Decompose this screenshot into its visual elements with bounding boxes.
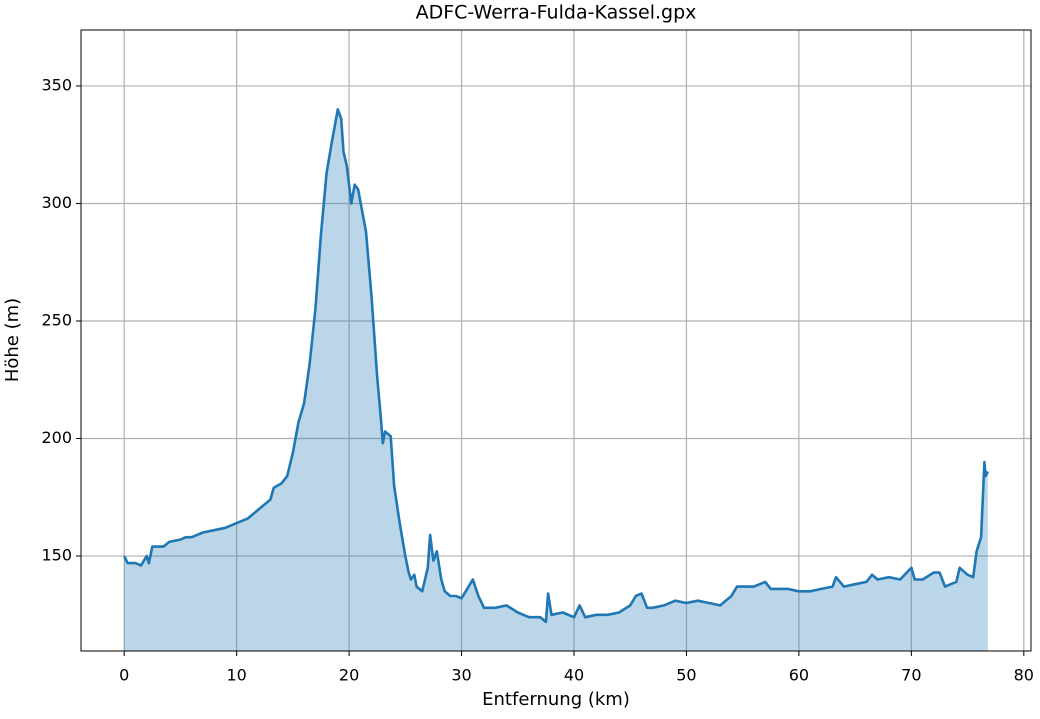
- plot-frame: [80, 29, 1032, 652]
- x-tick-label: 80: [1014, 666, 1034, 685]
- x-tick-label: 60: [789, 666, 809, 685]
- y-tick-label: 350: [41, 75, 72, 94]
- y-tick-label: 150: [41, 546, 72, 565]
- y-axis-label: Höhe (m): [2, 298, 23, 382]
- area-fill: [124, 109, 988, 651]
- x-tick-label: 50: [676, 666, 696, 685]
- x-tick-label: 20: [339, 666, 359, 685]
- x-tick-label: 40: [564, 666, 584, 685]
- x-tick-label: 70: [901, 666, 921, 685]
- x-tick-label: 30: [451, 666, 471, 685]
- x-axis-label: Entfernung (km): [482, 689, 630, 710]
- y-tick-label: 300: [41, 193, 72, 212]
- x-tick-label: 10: [226, 666, 246, 685]
- chart-title: ADFC-Werra-Fulda-Kassel.gpx: [416, 2, 697, 24]
- y-tick-label: 200: [41, 428, 72, 447]
- x-tick-label: 0: [119, 666, 129, 685]
- y-tick-label: 250: [41, 310, 72, 329]
- elevation-line: [123, 108, 989, 624]
